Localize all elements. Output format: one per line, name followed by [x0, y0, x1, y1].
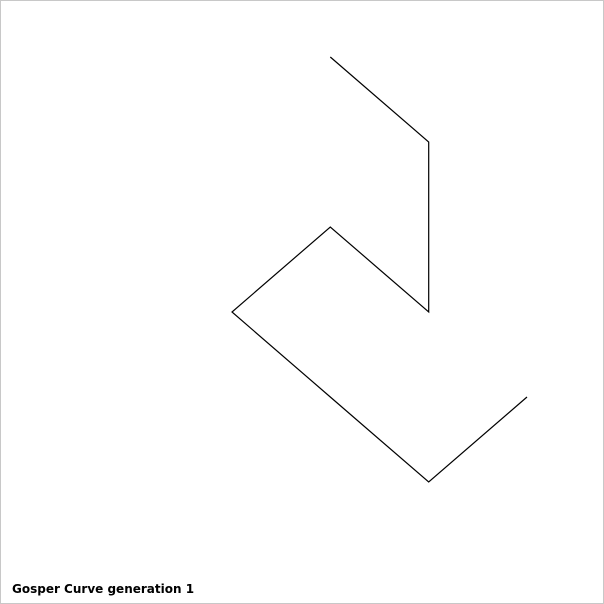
- figure-caption: Gosper Curve generation 1: [12, 581, 194, 597]
- gosper-curve-path: [232, 57, 527, 482]
